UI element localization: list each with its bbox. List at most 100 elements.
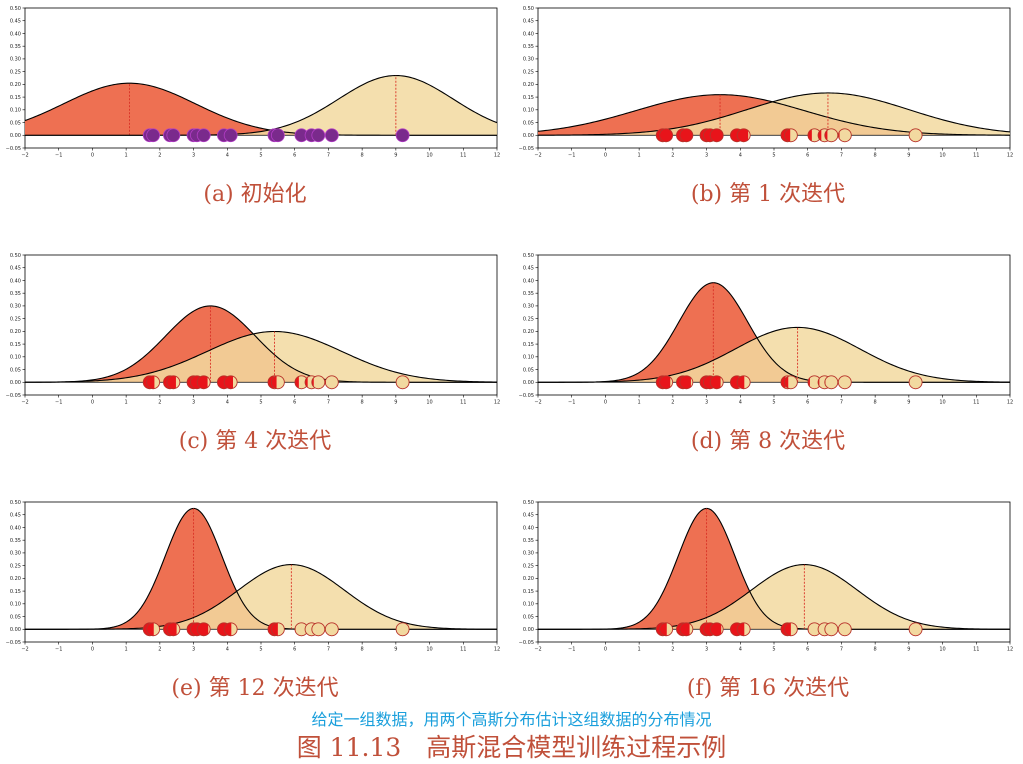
data-point (395, 622, 410, 637)
x-tick-label: −1 (55, 647, 62, 653)
caption-e: (e) 第 12 次迭代 (171, 676, 339, 701)
plot-e: −2 −1 0 1 2 3 4 5 6 7 8 9 10 11 12−0.050.000.050.100.1… (6, 500, 501, 653)
data-point (270, 128, 285, 143)
x-tick-label: 8 (361, 647, 364, 653)
x-tick-label: 2 (158, 400, 161, 406)
y-tick-label: 0.30 (523, 551, 534, 557)
y-tick-label: −0.05 (519, 640, 534, 646)
data-point (837, 622, 852, 637)
data-point (294, 375, 309, 390)
caption-f: (f) 第 16 次迭代 (686, 676, 850, 701)
x-tick-label: 4 (226, 153, 229, 159)
x-tick-label: 10 (426, 153, 432, 159)
panel-b: −2 −1 0 1 2 3 4 5 6 7 8 9 10 11 12 −0.05 0.00 0.05 0.10 0.1… (513, 0, 1023, 242)
component-b-area (538, 92, 1010, 136)
x-tick-label: 0 (91, 647, 94, 653)
y-tick-label: 0.00 (523, 380, 534, 386)
y-tick-label: 0.40 (523, 525, 534, 531)
x-tick-label: 10 (426, 647, 432, 653)
x-tick-label: 4 (739, 400, 742, 406)
y-tick-label: 0.40 (10, 278, 21, 284)
data-point (146, 128, 161, 143)
y-tick-label: 0.10 (523, 602, 534, 608)
data-point (166, 622, 181, 637)
y-tick-label: 0.45 (523, 266, 534, 272)
x-tick-label: 12 (1007, 153, 1013, 159)
y-tick-label: 0.15 (523, 342, 534, 348)
y-tick-label: 0.15 (523, 589, 534, 595)
y-tick-label: 0.15 (10, 342, 21, 348)
data-point (908, 375, 923, 390)
y-tick-label: 0.25 (523, 563, 534, 569)
y-tick-label: 0.10 (10, 108, 21, 114)
x-tick-label: 12 (494, 400, 500, 406)
y-tick-label: 0.40 (523, 31, 534, 37)
y-tick-label: 0.25 (10, 563, 21, 569)
figure-title: 图 11.13 高斯混合模型训练过程示例 (296, 733, 727, 762)
y-tick-label: 0.10 (523, 355, 534, 361)
data-point (783, 128, 798, 143)
x-tick-label: 1 (638, 400, 641, 406)
plot-frame (24, 501, 498, 643)
data-point (270, 622, 285, 637)
x-tick-label: 10 (426, 400, 432, 406)
y-tick-label: 0.20 (523, 576, 534, 582)
x-tick-label: 6 (293, 400, 296, 406)
x-tick-label: 2 (158, 647, 161, 653)
y-tick-label: 0.00 (10, 133, 21, 139)
y-tick-label: 0.45 (523, 19, 534, 25)
x-tick-label: 5 (772, 647, 775, 653)
y-tick-label: 0.45 (523, 513, 534, 519)
data-point (223, 128, 238, 143)
x-tick-label: 3 (705, 153, 708, 159)
x-tick-label: 6 (293, 153, 296, 159)
data-point (659, 128, 674, 143)
y-tick-label: 0.05 (523, 120, 534, 126)
component-b-area (538, 327, 1010, 383)
panel-a: −2 −1 0 1 2 3 4 5 6 7 8 9 10 11 12 −0.05 0.00 0.05 0.10 0.1… (0, 0, 510, 242)
y-tick-label: 0.00 (10, 627, 21, 633)
data-point (270, 375, 285, 390)
y-tick-label: 0.20 (523, 82, 534, 88)
data-point (679, 375, 694, 390)
y-tick-label: 0.00 (10, 380, 21, 386)
data-point (709, 375, 724, 390)
y-tick-label: −0.05 (519, 146, 534, 152)
x-tick-label: −1 (568, 400, 575, 406)
y-tick-label: 0.00 (523, 133, 534, 139)
x-tick-label: 10 (939, 153, 945, 159)
data-point (679, 128, 694, 143)
x-tick-label: 0 (604, 647, 607, 653)
y-tick-label: −0.05 (6, 393, 21, 399)
data-point (166, 128, 181, 143)
y-tick-label: 0.35 (523, 538, 534, 544)
x-tick-label: 5 (772, 153, 775, 159)
panel-c: −2 −1 0 1 2 3 4 5 6 7 8 9 10 11 12 −0.05 0.00 0.05 0.10 0.1… (0, 247, 510, 489)
x-tick-label: −1 (568, 647, 575, 653)
x-tick-label: 7 (327, 647, 330, 653)
x-tick-label: 2 (671, 400, 674, 406)
y-tick-label: 0.15 (10, 589, 21, 595)
data-point (166, 375, 181, 390)
y-tick-label: 0.05 (10, 367, 21, 373)
x-tick-label: 5 (259, 153, 262, 159)
data-point (196, 128, 211, 143)
y-tick-label: 0.10 (523, 108, 534, 114)
x-tick-label: 7 (840, 647, 843, 653)
y-tick-label: 0.50 (10, 6, 21, 12)
data-point (783, 375, 798, 390)
y-tick-label: 0.45 (10, 19, 21, 25)
data-point (311, 375, 326, 390)
component-a-area (25, 83, 497, 136)
y-tick-label: 0.50 (10, 500, 21, 506)
data-point (824, 375, 839, 390)
plot-b: −2 −1 0 1 2 3 4 5 6 7 8 9 10 11 12−0.050.000.050.100.1… (519, 6, 1014, 159)
x-tick-label: 9 (394, 647, 397, 653)
x-tick-label: 2 (671, 153, 674, 159)
plot-f: −2 −1 0 1 2 3 4 5 6 7 8 9 10 11 12−0.050.000.050.100.1… (519, 500, 1014, 653)
x-tick-label: 1 (125, 647, 128, 653)
x-tick-label: 6 (806, 647, 809, 653)
data-point (824, 128, 839, 143)
x-tick-label: 11 (973, 400, 979, 406)
